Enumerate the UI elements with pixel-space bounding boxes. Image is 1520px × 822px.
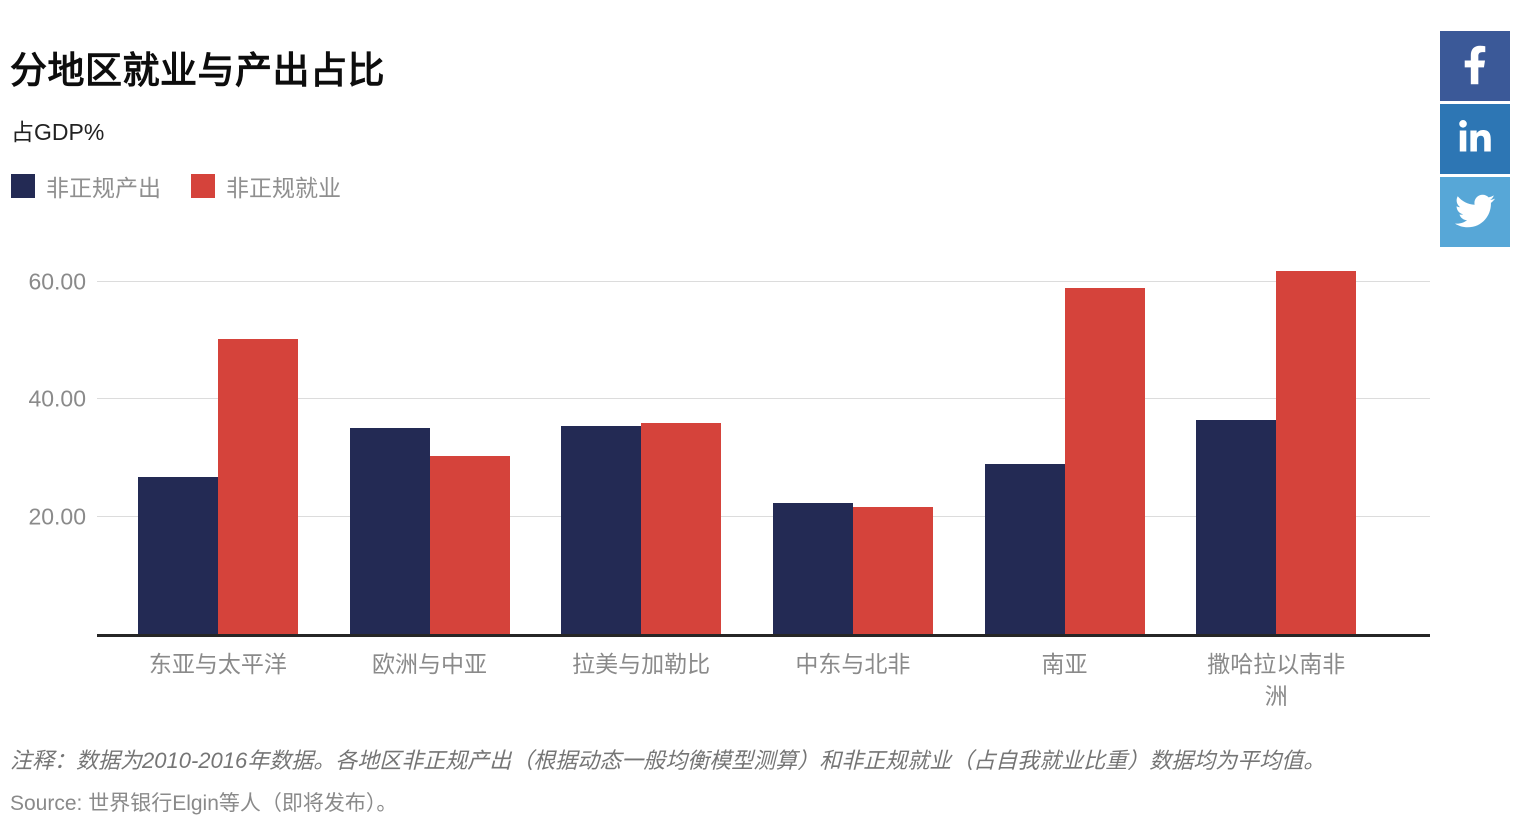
bar-group-3 (535, 255, 747, 634)
bar-informal-output-1[interactable] (137, 477, 218, 634)
x-axis-label-1: 东亚与太平洋 (112, 648, 324, 712)
page-subtitle: 占GDP% (11, 119, 105, 145)
page-title: 分地区就业与产出占比 (10, 50, 385, 91)
social-share-bar (1440, 31, 1510, 247)
x-axis-label-text: 南亚 (1041, 651, 1088, 677)
bar-informal-employment-2[interactable] (429, 455, 510, 634)
bar-informal-employment-1[interactable] (217, 338, 298, 634)
x-axis-label-text: 拉美与加勒比 (572, 651, 711, 677)
bar-informal-output-3[interactable] (561, 425, 642, 634)
bar-informal-output-6[interactable] (1196, 420, 1277, 634)
bar-informal-employment-5[interactable] (1064, 288, 1145, 634)
linkedin-share-button[interactable] (1440, 104, 1510, 174)
bar-group-4 (747, 255, 959, 634)
bar-group-1 (112, 255, 324, 634)
legend-swatch-informal-employment (191, 174, 215, 198)
bar-informal-output-5[interactable] (984, 463, 1065, 634)
bar-group-5 (959, 255, 1171, 634)
footer-note: 注释：数据为2010-2016年数据。各地区非正规产出（根据动态一般均衡模型测算… (10, 748, 1326, 773)
x-axis-label-text: 中东与北非 (795, 651, 911, 677)
plot-area (112, 255, 1382, 634)
legend-label-informal-output: 非正规产出 (46, 175, 161, 201)
linkedin-icon (1457, 119, 1493, 159)
y-tick-label-20: 20.00 (28, 503, 86, 530)
twitter-share-button[interactable] (1440, 177, 1510, 247)
legend: 非正规产出 非正规就业 (11, 169, 341, 203)
x-axis-label-text: 欧洲与中亚 (372, 651, 487, 677)
gridline-40 (97, 398, 1430, 400)
y-tick-label-60: 60.00 (28, 268, 86, 295)
twitter-icon (1455, 191, 1496, 234)
gridline-60 (97, 281, 1430, 282)
bar-informal-output-4[interactable] (772, 502, 853, 634)
x-axis-label-2: 欧洲与中亚 (324, 648, 536, 712)
x-axis-label-3: 拉美与加勒比 (535, 648, 747, 712)
grid-layer (97, 255, 1430, 634)
bar-informal-employment-4[interactable] (852, 507, 933, 634)
x-axis-label-text: 东亚与太平洋 (148, 651, 287, 677)
legend-swatch-informal-output (11, 174, 35, 198)
x-axis-label-text: 撒哈拉以南非洲 (1207, 651, 1346, 710)
y-tick-label-40: 40.00 (28, 385, 86, 412)
legend-label-informal-employment: 非正规就业 (226, 175, 341, 201)
x-axis-label-4: 中东与北非 (747, 648, 959, 712)
x-axis-label-5: 南亚 (959, 648, 1171, 712)
x-axis-labels: 东亚与太平洋 欧洲与中亚 拉美与加勒比 中东与北非 南亚 撒哈拉以南非洲 (112, 648, 1382, 712)
y-axis-labels: 20.00 40.00 60.00 (0, 255, 86, 634)
facebook-share-button[interactable] (1440, 31, 1510, 101)
bar-group-2 (324, 255, 536, 634)
facebook-icon (1463, 45, 1487, 88)
x-axis-label-6: 撒哈拉以南非洲 (1170, 648, 1382, 712)
x-axis-line (97, 634, 1430, 637)
bar-group-6 (1170, 255, 1382, 634)
footer-source: Source: 世界银行Elgin等人（即将发布）。 (10, 792, 398, 815)
bar-informal-employment-3[interactable] (641, 422, 722, 634)
bar-informal-output-2[interactable] (349, 427, 430, 634)
gridline-20 (97, 515, 1430, 517)
bar-informal-employment-6[interactable] (1276, 271, 1357, 634)
legend-item-informal-employment: 非正规就业 (191, 169, 341, 203)
legend-item-informal-output: 非正规产出 (11, 169, 161, 203)
